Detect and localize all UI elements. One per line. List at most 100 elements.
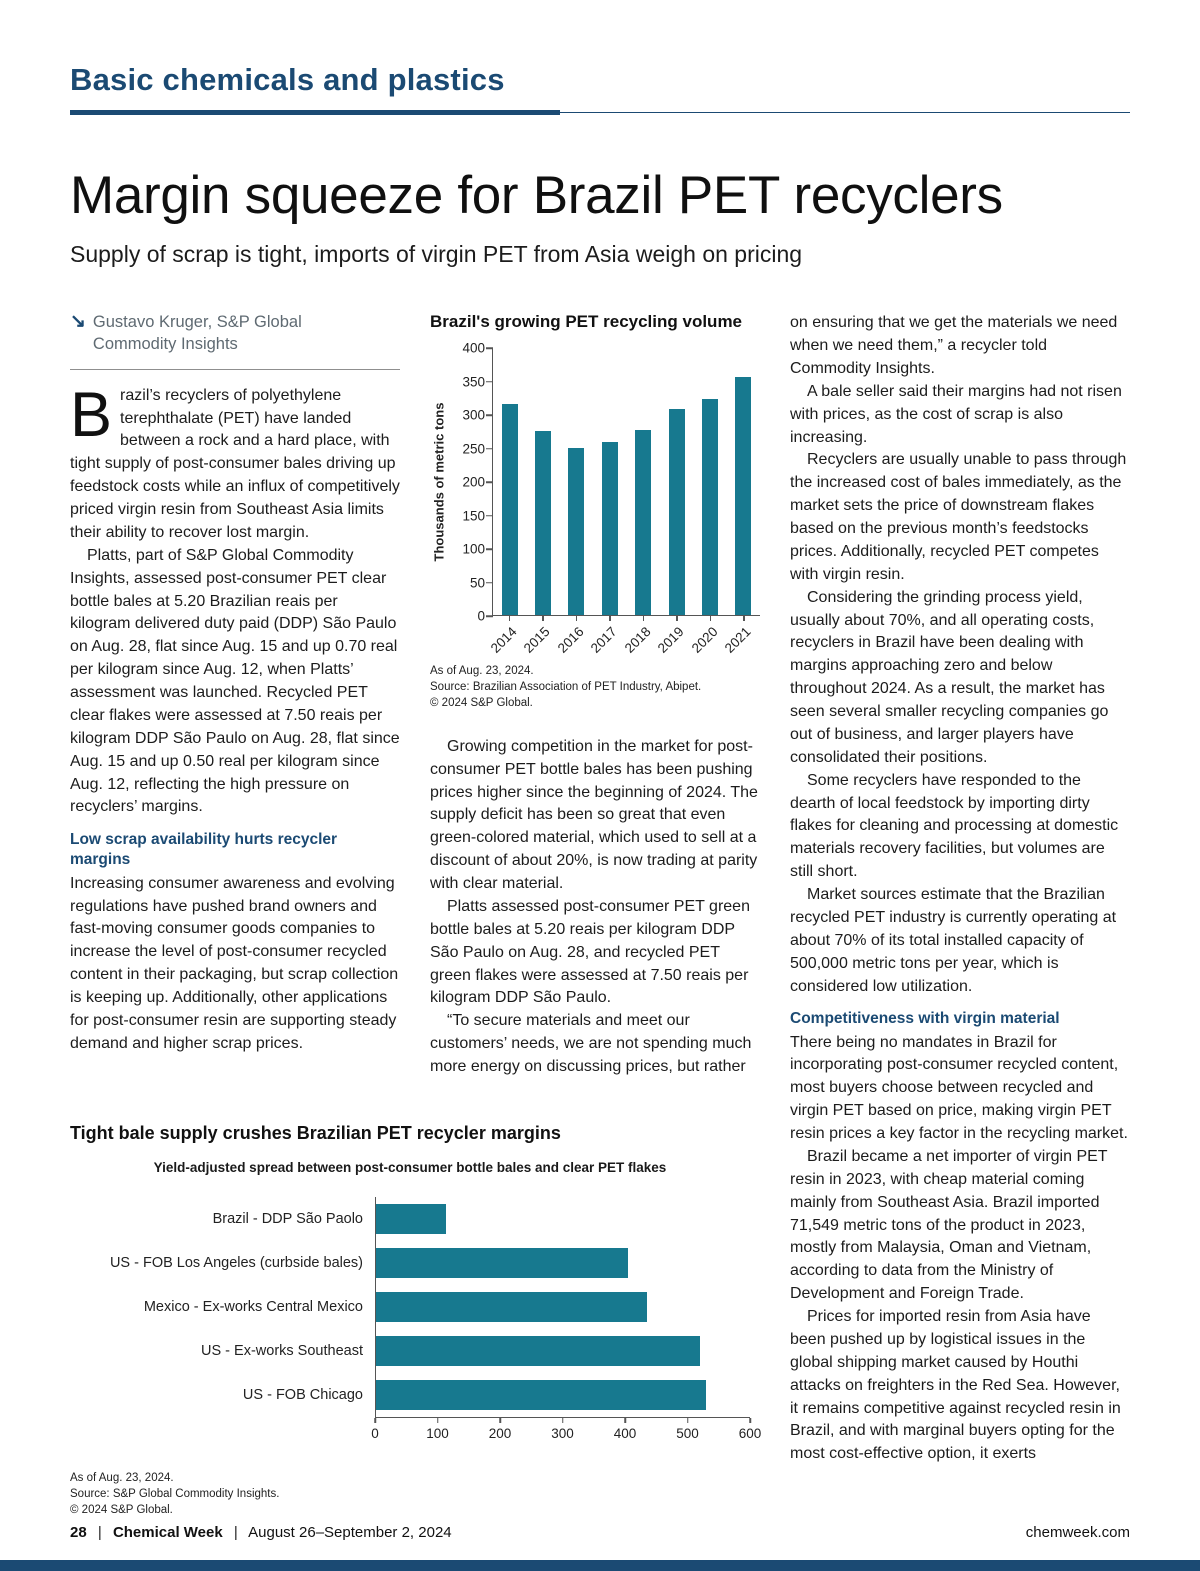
x-tick-label: 2021	[722, 624, 754, 657]
issue-date: August 26–September 2, 2024	[248, 1524, 452, 1541]
website-link[interactable]: chemweek.com	[1025, 1524, 1130, 1541]
byline-text: Gustavo Kruger, S&P Global Commodity Ins…	[92, 313, 302, 353]
y-tick-label: 200	[462, 474, 485, 490]
x-axis-labels: 2014 2015 2016 2017 2018 2019 2020 2021	[488, 616, 760, 664]
x-tick-mark	[374, 1417, 376, 1423]
y-tick-mark	[486, 447, 493, 450]
paragraph: Prices for imported resin from Asia have…	[790, 1308, 1121, 1463]
section-rule	[70, 110, 1130, 115]
x-tick-label: 400	[613, 1425, 637, 1441]
plot-column: 0 50 100 150 200 250 300 350 400 2014 2015 2016 201…	[448, 341, 760, 664]
chart-subtitle: Yield-adjusted spread between post-consu…	[153, 1159, 667, 1175]
bar-Mexico - Ex-works Central Mexico	[376, 1291, 648, 1322]
article-body: ↘ Gustavo Kruger, S&P Global Commodity I…	[70, 311, 1130, 1519]
y-tick-mark	[486, 581, 493, 584]
y-tick-label: 100	[462, 541, 485, 557]
x-slot: 2019	[655, 616, 694, 664]
bar-track	[375, 1196, 750, 1241]
x-slot: 2016	[555, 616, 593, 664]
paragraph: Platts, part of S&P Global Commodity Ins…	[70, 546, 400, 816]
publication-name: Chemical Week	[112, 1524, 223, 1541]
y-tick-mark	[486, 548, 493, 550]
y-tick-mark	[486, 481, 493, 483]
paragraph: Some recyclers have responded to the dea…	[790, 771, 1119, 881]
y-tick-label: 300	[462, 407, 485, 423]
x-tick-label: 2020	[688, 624, 721, 657]
bar-2019	[668, 408, 685, 616]
y-tick-mark	[486, 414, 493, 416]
x-tick-label: 600	[738, 1425, 762, 1441]
x-tick-mark	[686, 1417, 689, 1423]
y-tick-label: 150	[462, 508, 485, 524]
paragraph: Growing competition in the market for po…	[430, 737, 758, 893]
byline: ↘ Gustavo Kruger, S&P Global Commodity I…	[70, 311, 400, 370]
section-title: Basic chemicals and plastics	[70, 62, 505, 97]
paragraph: Market sources estimate that the Brazili…	[790, 886, 1117, 995]
y-tick-label: 350	[462, 374, 485, 390]
y-tick-mark	[486, 514, 493, 517]
chart-plot-area: Thousands of metric tons 0 50 100 150 200 250…	[430, 341, 760, 664]
footer-separator: |	[97, 1524, 102, 1541]
y-tick-mark	[486, 347, 493, 349]
x-tick-label: 2016	[554, 624, 587, 657]
column-2: Brazil's growing PET recycling volume Th…	[430, 312, 760, 1079]
x-tick-mark	[749, 1417, 751, 1423]
byline-arrow-icon: ↘	[70, 311, 86, 333]
column-3: on ensuring that we get the materials we…	[790, 312, 1130, 1518]
bar-track	[375, 1240, 750, 1285]
paragraph: A bale seller said their margins had not…	[790, 382, 1122, 446]
chart-row: US - Ex-works Southeast	[70, 1328, 750, 1373]
bar-2018	[635, 429, 652, 616]
x-slot: 2020	[689, 616, 727, 664]
pet-recycling-volume-chart: Brazil's growing PET recycling volume Th…	[430, 312, 760, 712]
x-tick-label: 500	[676, 1425, 699, 1441]
paragraph: Recyclers are usually unable to pass thr…	[790, 451, 1127, 583]
paragraph: “To secure materials and meet our custom…	[430, 1012, 752, 1076]
x-tick-mark	[499, 1417, 501, 1423]
chart-row: US - FOB Los Angeles (curbside bales)	[70, 1240, 750, 1285]
x-tick-label: 2017	[588, 624, 620, 657]
chart-footnote-line: As of Aug. 23, 2024.	[70, 1471, 174, 1484]
chart-footnote: As of Aug. 23, 2024. Source: S&P Global C…	[70, 1471, 750, 1519]
category-label: Mexico - Ex-works Central Mexico	[143, 1298, 363, 1315]
y-tick-label: 250	[462, 441, 485, 457]
x-tick-label: 2015	[521, 624, 553, 657]
paragraph: Platts assessed post-consumer PET green …	[430, 897, 750, 1007]
column-2-text: Growing competition in the market for po…	[430, 736, 760, 1079]
x-tick-mark	[624, 1417, 626, 1423]
x-tick-label: 0	[371, 1425, 379, 1441]
chart-footnote-line: Source: Brazilian Association of PET Ind…	[430, 681, 702, 694]
paragraph: There being no mandates in Brazil for in…	[790, 1033, 1128, 1143]
recycler-margins-chart: Tight bale supply crushes Brazilian PET …	[70, 1122, 761, 1519]
chart-footnote-line: Source: S&P Global Commodity Insights.	[70, 1487, 280, 1500]
page-footer: 28 | Chemical Week | August 26–September…	[70, 1524, 1130, 1541]
chart-row: US - FOB Chicago	[70, 1372, 750, 1417]
bar-2014	[501, 404, 518, 616]
chart-title: Tight bale supply crushes Brazilian PET …	[70, 1122, 561, 1143]
paragraph: Increasing consumer awareness and evolvi…	[70, 874, 399, 1052]
category-label: Brazil - DDP São Paolo	[212, 1210, 363, 1227]
chart-footnote-line: © 2024 S&P Global.	[430, 696, 533, 709]
chart-footnote-line: © 2024 S&P Global.	[70, 1503, 173, 1516]
chart-row: Mexico - Ex-works Central Mexico	[70, 1284, 750, 1329]
y-tick-mark	[486, 615, 493, 617]
bar-2020	[701, 398, 718, 616]
x-slot: 2017	[588, 616, 627, 664]
headline: Margin squeeze for Brazil PET recyclers	[70, 166, 1003, 225]
deck: Supply of scrap is tight, imports of vir…	[70, 241, 803, 268]
rule-thin	[560, 111, 1130, 114]
two-columns: ↘ Gustavo Kruger, S&P Global Commodity I…	[70, 311, 760, 1079]
bar-2016	[568, 447, 585, 616]
x-tick-label: 300	[551, 1425, 574, 1441]
x-tick-mark	[561, 1417, 564, 1423]
bar-US - Ex-works Southeast	[376, 1335, 701, 1366]
bars-group	[493, 348, 760, 616]
bar-2021	[735, 377, 752, 616]
category-label: US - FOB Los Angeles (curbside bales)	[109, 1254, 363, 1271]
plot: 0 50 100 150 200 250 300 350 400	[462, 341, 760, 624]
x-tick-label: 200	[488, 1425, 512, 1441]
bar-2015	[535, 430, 552, 616]
